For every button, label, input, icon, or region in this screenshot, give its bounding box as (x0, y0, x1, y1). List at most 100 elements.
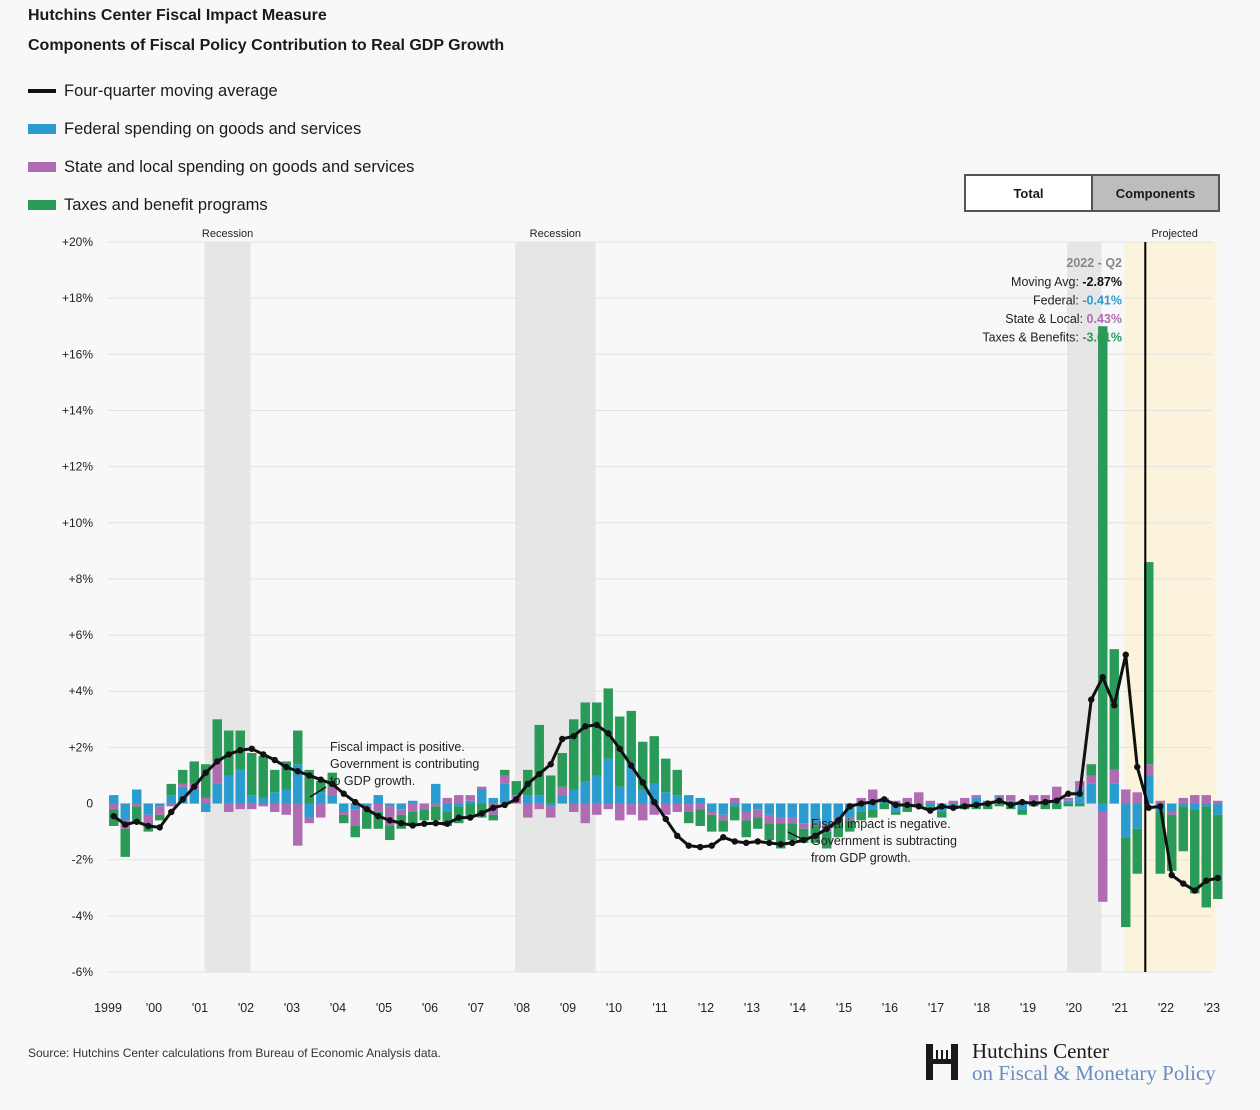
bar-segment (270, 769, 280, 793)
bar-segment (373, 811, 383, 829)
bar-segment (293, 803, 303, 846)
moving-average-point (283, 763, 290, 771)
x-tick-label: '01 (192, 1001, 208, 1015)
bar-segment (511, 781, 521, 796)
bar-segment (442, 797, 452, 804)
legend-item-federal[interactable]: Federal spending on goods and services (28, 110, 414, 148)
legend-label: Federal spending on goods and services (64, 119, 362, 138)
bar-segment (569, 789, 579, 804)
legend-item-moving-average[interactable]: Four-quarter moving average (28, 72, 414, 110)
x-tick-label: '23 (1204, 1001, 1220, 1015)
bar-segment (247, 753, 257, 796)
components-toggle-button[interactable]: Components (1093, 176, 1218, 210)
moving-average-point (547, 761, 554, 768)
bar-segment (1155, 800, 1165, 804)
bar-segment (201, 797, 211, 804)
bar-segment (1213, 814, 1223, 899)
x-tick-label: '10 (606, 1001, 622, 1015)
moving-average-point (1203, 877, 1210, 884)
legend-item-state-local[interactable]: State and local spending on goods and se… (28, 148, 414, 186)
bar-segment (304, 817, 314, 824)
bar-segment (914, 792, 924, 804)
tooltip-period: 2022 - Q2 (1066, 256, 1122, 270)
bar-segment (592, 702, 602, 776)
moving-average-point (260, 751, 267, 758)
x-tick-label: '09 (560, 1001, 576, 1015)
moving-average-point (858, 800, 865, 807)
bar-segment (166, 783, 176, 796)
legend-swatch-federal (28, 124, 56, 134)
bar-segment (500, 775, 510, 784)
moving-average-point (950, 804, 957, 811)
bar-segment (684, 795, 694, 804)
bar-segment (132, 803, 142, 807)
bar-segment (672, 795, 682, 804)
bar-segment (120, 803, 130, 821)
moving-average-point (1191, 887, 1198, 894)
x-tick-label: '12 (698, 1001, 714, 1015)
moving-average-point (1134, 763, 1141, 771)
bar-segment (1098, 326, 1108, 804)
bar-segment (132, 806, 142, 824)
bar-segment (902, 806, 912, 812)
bar-segment (339, 811, 349, 815)
moving-average-point (869, 798, 876, 806)
bar-segment (776, 803, 786, 818)
bar-segment (1052, 803, 1062, 810)
moving-average-point (708, 842, 715, 849)
moving-average-point (1019, 798, 1026, 806)
x-tick-label: '19 (1020, 1001, 1036, 1015)
moving-average-point (1042, 798, 1049, 806)
x-tick-label: 1999 (94, 1001, 122, 1015)
moving-average-point (789, 839, 796, 847)
bar-segment (1075, 803, 1085, 807)
moving-average-point (1053, 797, 1060, 804)
x-tick-label: '07 (468, 1001, 484, 1015)
bar-segment (212, 719, 222, 762)
bar-segment (879, 803, 889, 810)
x-tick-label: '05 (376, 1001, 392, 1015)
bar-segment (385, 803, 395, 807)
moving-average-point (536, 770, 543, 778)
bar-segment (1144, 562, 1154, 765)
bar-segment (500, 769, 510, 776)
bar-segment (753, 817, 763, 829)
bar-segment (1144, 775, 1154, 804)
bar-segment (810, 803, 820, 824)
bar-segment (442, 811, 452, 826)
bar-segment (465, 803, 475, 818)
bar-segment (419, 803, 429, 810)
bar-segment (339, 814, 349, 824)
bar-segment (730, 803, 740, 807)
bar-segment (1063, 803, 1073, 807)
moving-average-point (179, 796, 186, 803)
bar-segment (856, 811, 866, 821)
logo-line-1: Hutchins Center (972, 1039, 1110, 1063)
bar-segment (293, 730, 303, 765)
moving-average-point (835, 817, 842, 824)
bar-segment (626, 803, 636, 815)
bar-segment (787, 803, 797, 818)
moving-average-point (720, 834, 727, 841)
total-toggle-button[interactable]: Total (966, 176, 1093, 210)
bar-segment (684, 811, 694, 824)
annotation-negative-text: from GDP growth. (811, 851, 911, 865)
moving-average-point (237, 746, 244, 754)
tooltip-row: Moving Avg: -2.87% (1011, 275, 1122, 289)
legend-label: Taxes and benefit programs (64, 195, 268, 214)
bar-segment (787, 817, 797, 824)
tooltip-row: Taxes & Benefits: -3.61% (982, 331, 1122, 345)
annotation-positive-text: Government is contributing (330, 757, 479, 771)
x-tick-label: '20 (1066, 1001, 1082, 1015)
legend-item-taxes-benefits[interactable]: Taxes and benefit programs (28, 186, 414, 224)
bar-segment (776, 823, 786, 849)
bar-segment (419, 809, 429, 821)
y-tick-label: +2% (69, 740, 94, 754)
annotation-negative-text: Fiscal impact is negative. (811, 817, 951, 831)
y-tick-label: +20% (62, 235, 93, 249)
moving-average-point (306, 772, 313, 779)
bar-segment (109, 803, 119, 810)
moving-average-point (766, 839, 773, 847)
bar-segment (684, 803, 694, 812)
bar-segment (1121, 837, 1131, 928)
